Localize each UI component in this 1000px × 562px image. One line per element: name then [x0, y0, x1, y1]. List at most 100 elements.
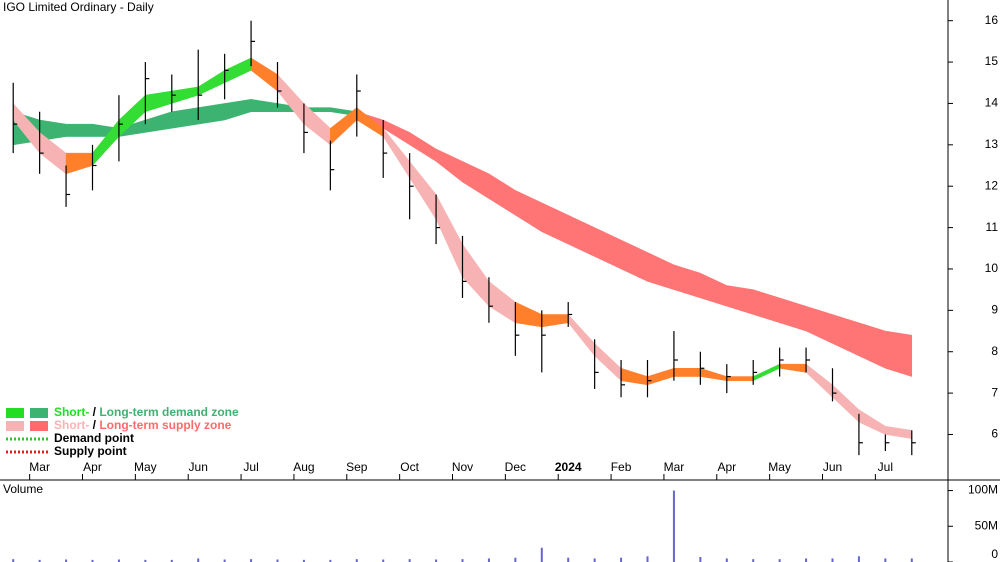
volume-bar: [276, 559, 279, 562]
zone-band: [145, 111, 173, 133]
volume-bar: [12, 559, 15, 562]
zone-band: [224, 99, 252, 121]
zone-band: [567, 214, 595, 257]
y-tick-label: 0: [991, 547, 998, 561]
zone-band: [65, 123, 93, 137]
legend-sep: /: [89, 418, 99, 432]
y-tick-label: 12: [985, 178, 999, 192]
volume-title: Volume: [3, 482, 43, 496]
legend-swatch: [6, 421, 24, 431]
volume-bar: [672, 490, 675, 562]
zone-band: [620, 239, 648, 282]
zone-band: [832, 314, 860, 357]
zone-band: [145, 90, 173, 113]
volume-bar: [144, 559, 147, 562]
legend-label: Supply point: [54, 444, 127, 458]
x-tick-label: Jul: [878, 460, 893, 474]
y-tick-label: 100M: [968, 483, 998, 497]
y-tick-label: 10: [985, 261, 999, 275]
zone-band: [885, 425, 913, 439]
legend-swatch: [30, 421, 48, 431]
y-tick-label: 14: [985, 96, 999, 110]
legend-short: Short-: [54, 405, 89, 419]
legend-long: Long-term supply zone: [99, 418, 231, 432]
x-tick-label: Sep: [346, 460, 368, 474]
volume-bar: [170, 559, 173, 562]
volume-bar: [435, 559, 438, 562]
zone-band: [488, 280, 516, 324]
zone-band: [515, 301, 543, 328]
zone-band: [409, 160, 437, 221]
legend-label: Short- / Long-term supply zone: [54, 418, 232, 432]
zone-band: [515, 189, 543, 233]
y-tick-label: 15: [985, 54, 999, 68]
zone-band: [409, 131, 437, 162]
volume-bar: [540, 547, 543, 562]
volume-bar: [567, 557, 570, 562]
volume-bar: [250, 559, 253, 562]
volume-bar: [514, 557, 517, 562]
x-tick-label: Apr: [717, 460, 736, 474]
zone-band: [858, 322, 886, 369]
y-tick-label: 7: [991, 385, 998, 399]
chart-title: IGO Limited Ordinary - Daily: [3, 0, 154, 14]
volume-bar: [831, 558, 834, 562]
x-tick-label: Nov: [452, 460, 473, 474]
zone-band: [541, 202, 569, 245]
zone-band: [700, 272, 728, 307]
zone-band: [250, 57, 278, 92]
zone-band: [488, 173, 516, 216]
x-tick-label: May: [134, 460, 157, 474]
volume-bar: [382, 559, 385, 562]
x-tick-label: Jul: [243, 460, 258, 474]
volume-bar: [593, 558, 596, 562]
zone-band: [673, 368, 701, 377]
zone-band: [858, 409, 886, 435]
zone-band: [832, 384, 860, 423]
volume-bar: [408, 559, 411, 562]
x-tick-label: Jun: [823, 460, 842, 474]
legend-swatch: [6, 408, 24, 418]
legend-label: Short- / Long-term demand zone: [54, 405, 239, 419]
volume-bar: [778, 559, 781, 562]
zone-band: [647, 367, 675, 386]
volume-bar: [91, 559, 94, 562]
zone-band: [752, 289, 780, 324]
x-tick-label: 2024: [555, 460, 582, 474]
legend-sep: /: [89, 405, 99, 419]
volume-bar: [65, 559, 68, 562]
volume-bar: [910, 558, 913, 562]
volume-bar: [752, 559, 755, 562]
x-tick-label: Jun: [189, 460, 208, 474]
zone-band: [462, 160, 490, 200]
volume-bar: [329, 559, 332, 562]
y-tick-label: 9: [991, 303, 998, 317]
volume-bar: [302, 559, 305, 562]
x-tick-label: Oct: [400, 460, 419, 474]
volume-bar: [884, 558, 887, 562]
zone-band: [673, 264, 701, 299]
volume-bar: [805, 558, 808, 562]
x-tick-label: Apr: [83, 460, 102, 474]
legend-short: Short-: [54, 418, 89, 432]
x-tick-label: May: [768, 460, 791, 474]
volume-bar: [646, 556, 649, 562]
zone-band: [805, 305, 833, 344]
zone-band: [541, 314, 569, 328]
zone-band: [885, 330, 913, 377]
volume-bar: [223, 559, 226, 562]
zone-band: [171, 107, 199, 129]
x-tick-label: Mar: [29, 460, 50, 474]
legend-swatch: [30, 408, 48, 418]
zone-band: [594, 227, 622, 270]
y-tick-label: 13: [985, 137, 999, 151]
zone-band: [435, 194, 463, 278]
y-tick-label: 8: [991, 344, 998, 358]
x-tick-label: Feb: [611, 460, 632, 474]
x-tick-label: Aug: [293, 460, 314, 474]
zone-band: [197, 69, 225, 96]
zone-band: [726, 285, 754, 315]
zone-band: [779, 297, 807, 332]
zone-band: [620, 367, 648, 386]
